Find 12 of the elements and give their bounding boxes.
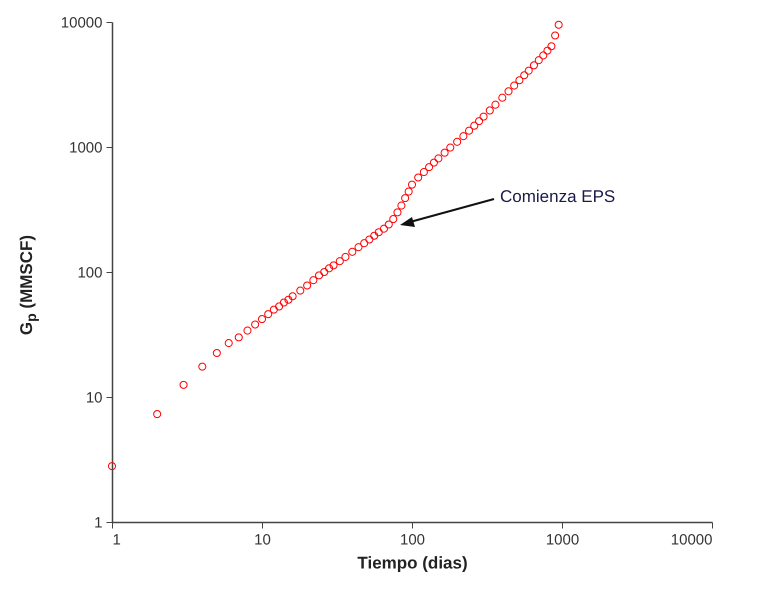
x-tick-label: 10 [254, 532, 271, 548]
annotation: Comienza EPS [500, 187, 616, 207]
x-tick-label: 100 [400, 532, 426, 548]
y-tick-label: 1 [94, 514, 102, 532]
y-tick-label: 10000 [60, 14, 102, 32]
y-tick-label: 1000 [69, 140, 102, 156]
x-tick-label: 1 [112, 532, 121, 548]
x-tick-label: 10000 [670, 532, 712, 548]
y-tick-label: 100 [77, 264, 102, 282]
x-tick-label: 1000 [546, 532, 580, 548]
y-tick-label: 10 [86, 390, 102, 406]
x-axis-title: Tiempo (dias) [357, 554, 468, 572]
